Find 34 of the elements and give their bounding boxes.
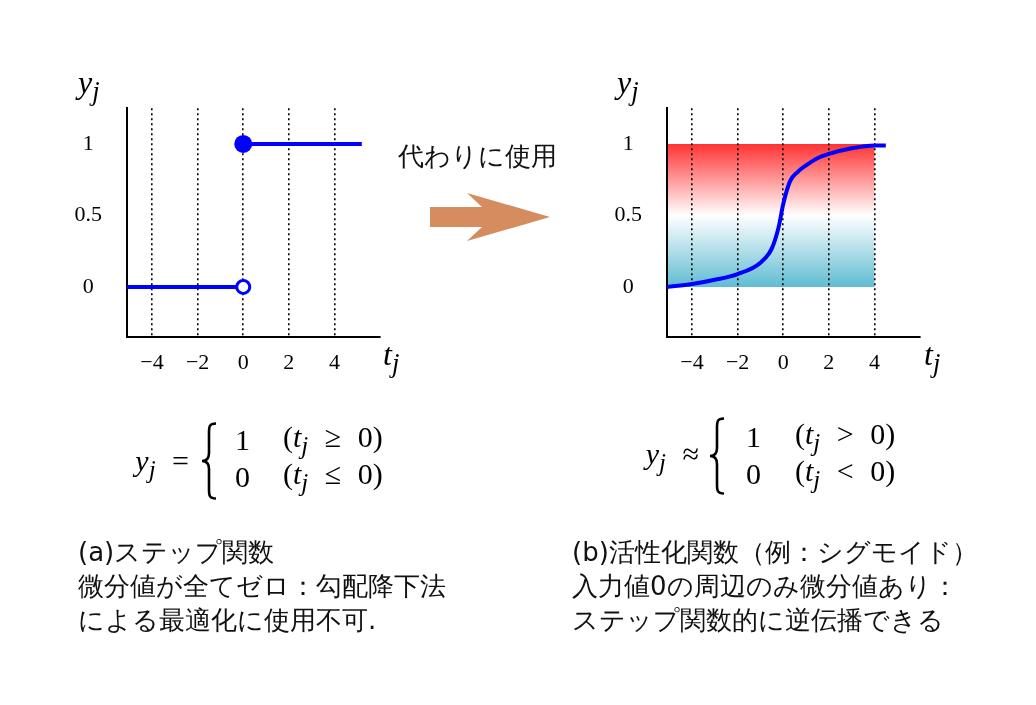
x-tick-label: −4 <box>680 348 704 374</box>
x-tick-label: 0 <box>777 348 789 374</box>
text: (a)ステップ関数 <box>78 536 276 569</box>
x-tick-label: 4 <box>868 348 880 374</box>
text: ステップ関数的に逆伝播できる <box>572 604 945 637</box>
text: 代わりに使用 <box>398 141 557 171</box>
x-axis-title: t$_{j}$ <box>383 336 400 379</box>
y-tick-label: 0 <box>622 272 634 298</box>
x-tick-label: −2 <box>185 348 210 374</box>
y-tick-label: 0.5 <box>74 201 102 227</box>
text: (t$_{j}$ > 0) <box>795 417 896 456</box>
text: による最適化に使用不可. <box>78 604 378 637</box>
text: (t$_{j}$ ≥ 0) <box>283 420 383 459</box>
x-tick-label: 4 <box>328 348 340 374</box>
x-tick-label: 2 <box>283 348 295 374</box>
y-tick-label: 1 <box>82 129 94 155</box>
y-tick-label: 0 <box>82 272 94 298</box>
text: 0 <box>746 457 761 490</box>
text: (b)活性化関数（例：シグモイド） <box>572 536 978 569</box>
text: y$_{j}$ = <box>135 444 189 483</box>
text: 入力値0の周辺のみ微分値あり： <box>572 570 959 603</box>
text: 1 <box>235 423 250 456</box>
text: 微分値が全てゼロ：勾配降下法 <box>78 570 446 603</box>
x-tick-label: 0 <box>237 348 249 374</box>
text: 0 <box>235 460 250 493</box>
x-tick-label: −4 <box>140 348 164 374</box>
x-tick-label: −2 <box>725 348 750 374</box>
y-tick-label: 0.5 <box>614 201 642 227</box>
x-tick-label: 2 <box>823 348 835 374</box>
text: y$_{j}$ ≈ <box>645 437 699 476</box>
y-tick-label: 1 <box>622 129 634 155</box>
line-series <box>667 143 888 289</box>
text: 1 <box>746 420 761 453</box>
x-axis-title: t$_{j}$ <box>924 336 941 379</box>
